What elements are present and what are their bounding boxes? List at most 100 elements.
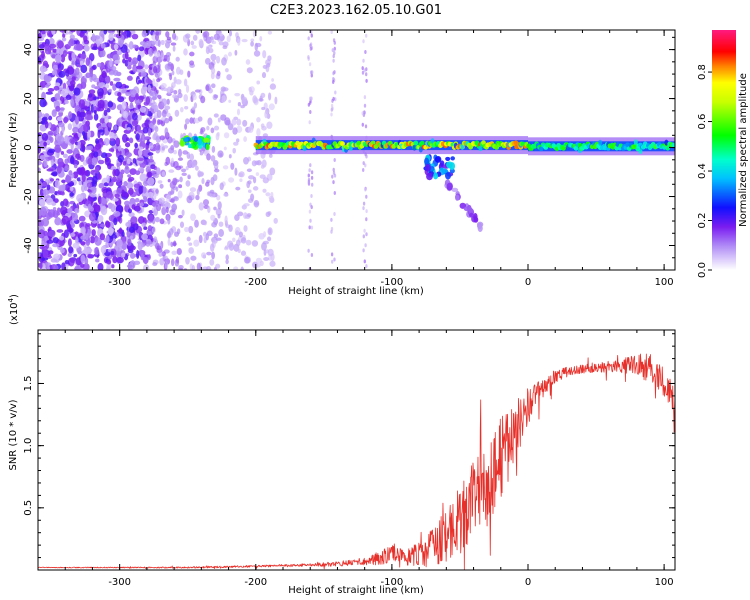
spectrogram-cell xyxy=(45,91,53,95)
spectrogram-cell xyxy=(117,91,122,97)
spectrogram-cell xyxy=(310,175,314,180)
spectrogram-cell xyxy=(191,106,196,111)
spectrogram-cell xyxy=(69,34,75,40)
spectrogram-cell xyxy=(112,255,118,264)
spectrogram-cell xyxy=(87,145,94,151)
spectrogram-cell xyxy=(141,222,147,228)
spectrogram-cell xyxy=(193,136,198,142)
spectrogram-cell xyxy=(139,173,148,182)
spectrogram-cell xyxy=(181,172,187,176)
spectrogram-cell xyxy=(53,264,59,270)
spectrogram-cell xyxy=(139,106,147,113)
spectrogram-cell xyxy=(127,60,133,66)
spectrogram-cell xyxy=(196,262,201,270)
spectrogram-cell xyxy=(238,231,244,238)
spectrogram-cell xyxy=(97,87,104,97)
spectrogram-cell xyxy=(142,256,148,261)
spectrogram-cell xyxy=(174,109,180,117)
spectrogram-cell xyxy=(168,169,175,173)
spectrogram-cell xyxy=(228,224,233,232)
spectrogram-cell xyxy=(200,128,204,134)
spectrogram-cell xyxy=(106,107,111,113)
spectrogram-cell xyxy=(172,45,176,52)
spectrogram-cell xyxy=(152,226,156,233)
spectrogram-cell xyxy=(363,103,367,108)
spectrogram-cell xyxy=(51,109,57,117)
spectrogram-cell xyxy=(191,160,198,168)
spectrogram-cell xyxy=(188,225,194,234)
spectrogram-cell xyxy=(217,213,221,219)
spectrogram-cell xyxy=(240,104,245,109)
spectrogram-cell xyxy=(125,221,132,228)
spectrogram-cell xyxy=(234,167,238,176)
spectrogram-cell xyxy=(308,62,312,67)
spectrogram-cell xyxy=(129,235,134,240)
spectrogram-cell xyxy=(59,30,66,33)
spectrogram-cell xyxy=(142,195,147,201)
spectrogram-cell xyxy=(362,168,365,172)
spectrogram-cell xyxy=(61,37,67,42)
spectrogram-cell xyxy=(46,30,53,38)
spectrogram-cell xyxy=(67,123,73,131)
spectrogram-cell xyxy=(152,101,157,107)
spectrogram-cell xyxy=(104,118,110,124)
spectrogram-cell xyxy=(362,206,365,211)
spectrogram-cell xyxy=(332,96,335,101)
spectrogram-cell xyxy=(106,53,113,59)
spectrogram-cell xyxy=(123,129,131,134)
spectrogram-cell xyxy=(152,55,158,64)
spectrogram-cell xyxy=(183,94,188,102)
spectrogram-cell xyxy=(148,142,154,150)
spectrogram-cell xyxy=(213,233,219,239)
spectrogram-cell xyxy=(174,231,179,237)
spectrogram-cell xyxy=(98,129,104,133)
spectrogram-cell xyxy=(126,181,134,190)
spectrogram-cell xyxy=(209,243,215,252)
spectrogram-cell xyxy=(108,70,115,76)
spectrogram-cell xyxy=(62,198,69,207)
spectrogram-cell xyxy=(203,220,208,226)
spectrogram-cell xyxy=(115,33,122,39)
spectrogram-cell xyxy=(478,145,483,152)
spectrogram-cell xyxy=(99,233,106,241)
spectrogram-cell xyxy=(108,227,115,234)
spectrogram-cell xyxy=(70,98,75,107)
spectrogram-cell xyxy=(331,48,334,53)
spectrogram-cell xyxy=(126,158,131,165)
spectrogram-cell xyxy=(74,207,80,214)
spectrogram-cell xyxy=(221,57,227,66)
spectrogram-cell xyxy=(110,250,115,256)
spectrogram-cell xyxy=(134,198,140,203)
spectrogram-cell xyxy=(671,142,675,148)
spectrogram-cell xyxy=(177,267,184,270)
spectrogram-cell xyxy=(173,90,178,95)
spectrogram-cell xyxy=(128,245,136,251)
spectrogram-y-tick-label: 20 xyxy=(23,92,34,105)
spectrogram-cell xyxy=(47,130,54,136)
spectrogram-cell xyxy=(237,211,244,217)
spectrogram-cell xyxy=(96,62,102,68)
spectrogram-cell xyxy=(267,55,272,62)
spectrogram-cell xyxy=(126,65,132,70)
spectrogram-cell xyxy=(240,266,244,270)
spectrogram-cell xyxy=(309,46,313,51)
spectrogram-cell xyxy=(446,182,453,191)
spectrogram-cell xyxy=(132,157,137,164)
spectrogram-cell xyxy=(124,200,130,206)
snr-panel: -300 -200 -100 0 100 0.5 1.0 1.5 Height of str… xyxy=(7,294,676,596)
spectrogram-cell xyxy=(173,140,180,148)
spectrogram-cell xyxy=(166,214,170,221)
spectrogram-cell xyxy=(203,31,210,38)
spectrogram-cell xyxy=(75,67,80,76)
spectrogram-x-axis-label: Height of straight line (km) xyxy=(288,286,424,297)
spectrogram-cell xyxy=(158,252,163,257)
spectrogram-cell xyxy=(241,38,248,43)
spectrogram-cell xyxy=(159,183,164,189)
spectrogram-cell xyxy=(84,257,89,266)
spectrogram-cell xyxy=(91,46,99,51)
spectrogram-cell xyxy=(184,105,189,110)
spectrogram-cell xyxy=(64,135,70,144)
spectrogram-cell xyxy=(132,64,138,73)
spectrogram-cell xyxy=(197,116,203,122)
colorbar-label: Normalized spectral amplitude xyxy=(738,73,749,227)
